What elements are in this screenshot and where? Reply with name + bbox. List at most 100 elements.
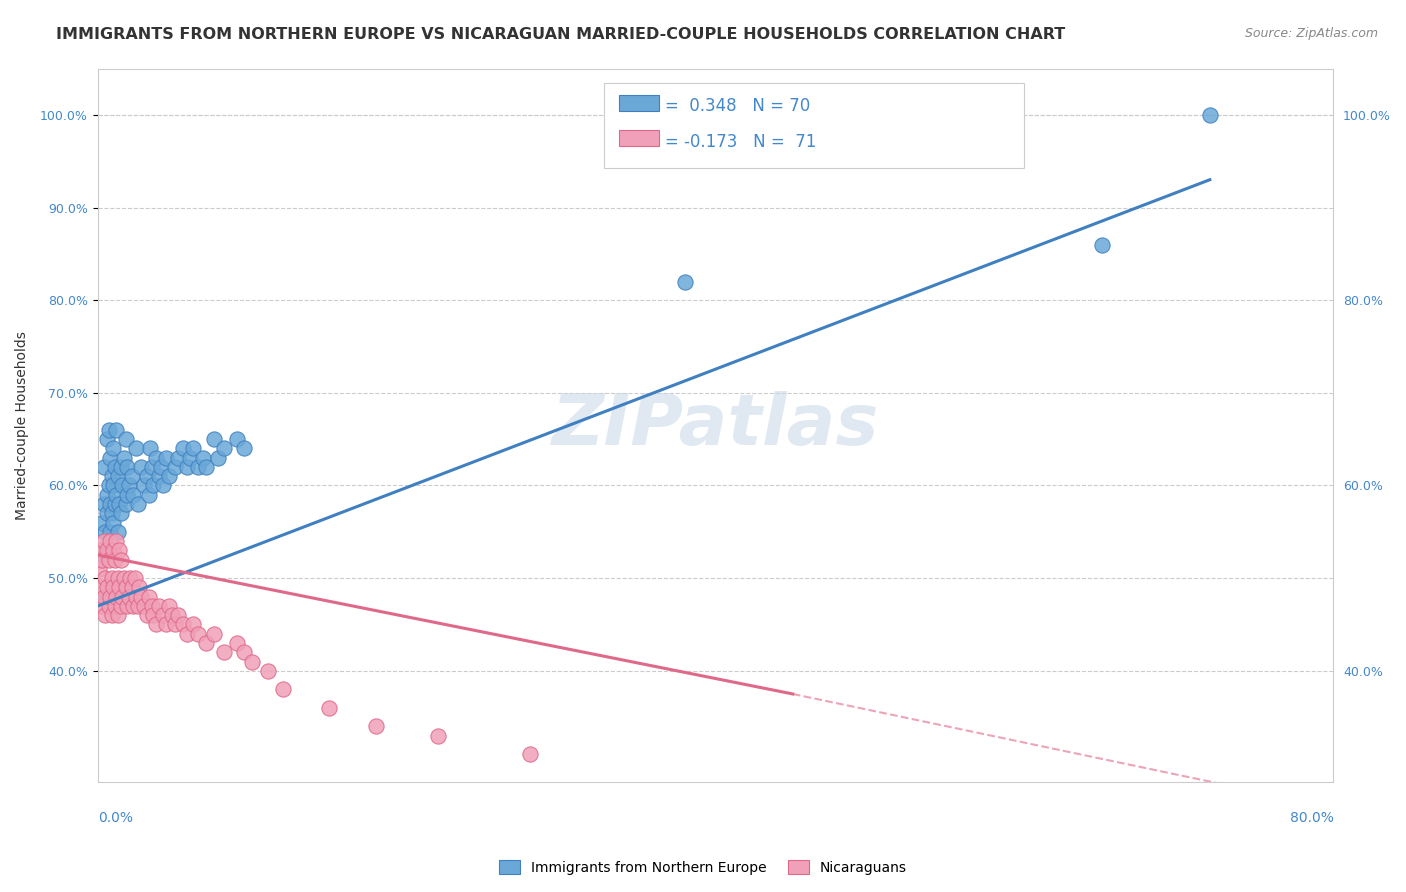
Point bbox=[97, 423, 120, 437]
Point bbox=[160, 608, 183, 623]
Point bbox=[127, 599, 149, 613]
Point bbox=[93, 534, 115, 549]
Point bbox=[129, 590, 152, 604]
Point bbox=[187, 626, 209, 640]
Point bbox=[114, 432, 136, 446]
Point bbox=[100, 469, 122, 483]
Point bbox=[145, 450, 167, 465]
Point bbox=[225, 636, 247, 650]
Point bbox=[101, 581, 124, 595]
Point bbox=[108, 581, 131, 595]
Point bbox=[97, 552, 120, 566]
Point bbox=[104, 497, 127, 511]
Point bbox=[101, 478, 124, 492]
Point bbox=[426, 729, 449, 743]
Point bbox=[98, 524, 121, 539]
Point bbox=[110, 599, 132, 613]
Point bbox=[179, 450, 201, 465]
Point bbox=[94, 524, 117, 539]
Point bbox=[138, 590, 160, 604]
Text: 80.0%: 80.0% bbox=[1289, 811, 1333, 824]
Point bbox=[93, 459, 115, 474]
Point bbox=[104, 552, 127, 566]
Point bbox=[111, 590, 134, 604]
Point bbox=[101, 442, 124, 456]
Point bbox=[121, 581, 143, 595]
Point bbox=[110, 506, 132, 520]
Point bbox=[121, 469, 143, 483]
Point bbox=[107, 571, 129, 585]
Point bbox=[139, 442, 162, 456]
Point bbox=[101, 543, 124, 558]
Point bbox=[364, 719, 387, 733]
Point bbox=[100, 608, 122, 623]
Point bbox=[256, 664, 278, 678]
Point bbox=[101, 516, 124, 530]
Point bbox=[91, 516, 114, 530]
Point bbox=[233, 442, 256, 456]
Point bbox=[90, 581, 112, 595]
Point bbox=[125, 590, 148, 604]
Point bbox=[172, 617, 194, 632]
Point bbox=[225, 432, 247, 446]
Text: 0.0%: 0.0% bbox=[97, 811, 132, 824]
Point bbox=[318, 701, 340, 715]
Point bbox=[96, 506, 118, 520]
Point bbox=[97, 478, 120, 492]
Point bbox=[148, 599, 170, 613]
Point bbox=[167, 608, 190, 623]
Point bbox=[194, 636, 217, 650]
Point bbox=[125, 442, 148, 456]
Point bbox=[91, 552, 114, 566]
Point bbox=[112, 450, 135, 465]
Point bbox=[1198, 108, 1220, 122]
Point bbox=[107, 524, 129, 539]
Point bbox=[111, 478, 134, 492]
FancyBboxPatch shape bbox=[619, 95, 659, 112]
Point bbox=[145, 617, 167, 632]
Point bbox=[115, 488, 138, 502]
Point bbox=[108, 497, 131, 511]
Point bbox=[114, 581, 136, 595]
Point bbox=[240, 655, 263, 669]
Point bbox=[519, 747, 541, 762]
Point bbox=[98, 497, 121, 511]
Point bbox=[163, 459, 186, 474]
Point bbox=[138, 488, 160, 502]
FancyBboxPatch shape bbox=[605, 83, 1025, 169]
Point bbox=[120, 571, 142, 585]
Point bbox=[132, 599, 155, 613]
Point bbox=[115, 459, 138, 474]
Point bbox=[157, 599, 180, 613]
Point bbox=[142, 608, 165, 623]
Point bbox=[104, 459, 127, 474]
Point bbox=[155, 617, 177, 632]
Point bbox=[176, 626, 198, 640]
Point bbox=[98, 534, 121, 549]
FancyBboxPatch shape bbox=[619, 129, 659, 145]
Point bbox=[90, 543, 112, 558]
Legend: Immigrants from Northern Europe, Nicaraguans: Immigrants from Northern Europe, Nicarag… bbox=[494, 855, 912, 880]
Point bbox=[91, 599, 114, 613]
Point bbox=[98, 590, 121, 604]
Point bbox=[122, 599, 145, 613]
Point bbox=[98, 450, 121, 465]
Text: R =  0.348   N = 70: R = 0.348 N = 70 bbox=[648, 97, 810, 115]
Text: R = -0.173   N =  71: R = -0.173 N = 71 bbox=[648, 133, 815, 151]
Point bbox=[100, 506, 122, 520]
Point bbox=[152, 608, 174, 623]
Point bbox=[107, 469, 129, 483]
Point bbox=[105, 488, 128, 502]
Point bbox=[673, 275, 696, 289]
Point bbox=[94, 608, 117, 623]
Point bbox=[104, 599, 127, 613]
Point bbox=[150, 459, 173, 474]
Point bbox=[96, 488, 118, 502]
Point bbox=[93, 590, 115, 604]
Point bbox=[183, 617, 205, 632]
Point bbox=[155, 450, 177, 465]
Point bbox=[207, 450, 229, 465]
Point bbox=[96, 581, 118, 595]
Point bbox=[129, 459, 152, 474]
Point bbox=[152, 478, 174, 492]
